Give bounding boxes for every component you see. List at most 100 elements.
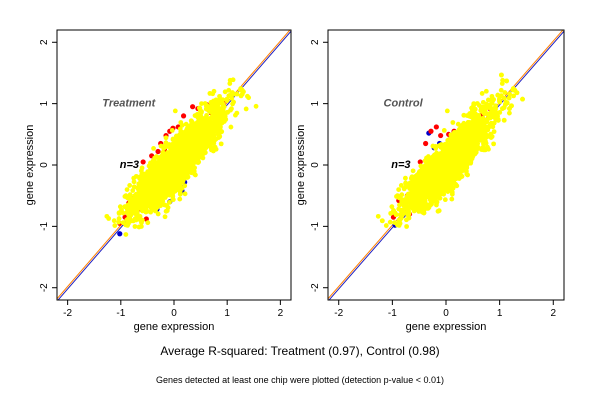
data-point (411, 174, 417, 180)
data-point (497, 109, 503, 115)
data-point (204, 113, 209, 118)
data-point (140, 208, 145, 214)
data-point (154, 183, 160, 189)
data-point (160, 188, 166, 194)
data-point (158, 159, 164, 165)
data-point (398, 183, 404, 188)
x-tick-label: -1 (116, 308, 125, 319)
data-point (400, 212, 405, 218)
data-point (507, 110, 512, 116)
data-point (147, 186, 152, 192)
data-point (177, 196, 183, 202)
data-point (488, 135, 494, 140)
data-point (238, 93, 244, 99)
data-point (191, 136, 197, 142)
data-point (395, 193, 400, 199)
data-point (435, 208, 441, 214)
data-point (178, 167, 184, 172)
data-point (190, 140, 196, 146)
data-point (423, 140, 429, 147)
data-point (120, 220, 126, 226)
x-axis-title: gene expression (134, 321, 215, 333)
data-point (211, 140, 217, 146)
data-point (154, 190, 160, 196)
y-tick-label: -2 (39, 283, 50, 292)
data-point (130, 188, 136, 193)
data-point (196, 145, 202, 151)
data-point (219, 129, 225, 135)
data-point (143, 216, 149, 222)
data-point (145, 220, 151, 226)
data-point (442, 197, 448, 203)
data-point (404, 224, 410, 229)
data-point (178, 120, 184, 125)
data-point (154, 205, 160, 210)
data-point (164, 192, 170, 198)
data-point (199, 151, 205, 157)
data-point (204, 135, 210, 141)
data-point (127, 197, 133, 202)
data-point (127, 183, 133, 188)
data-point (132, 217, 138, 223)
x-tick-label: 1 (224, 308, 230, 319)
data-point (502, 90, 508, 95)
data-point (134, 191, 140, 197)
data-point (504, 78, 510, 84)
data-point (123, 232, 129, 237)
data-point (175, 187, 180, 193)
data-point (199, 109, 204, 114)
data-point (125, 221, 130, 227)
data-point (243, 106, 249, 112)
data-point (198, 133, 204, 139)
data-point (182, 135, 187, 141)
data-point (221, 116, 227, 122)
data-point (511, 93, 517, 99)
data-point (104, 213, 110, 219)
data-point (212, 124, 217, 130)
data-point (375, 213, 381, 219)
data-point (504, 100, 510, 106)
data-point (483, 140, 489, 146)
data-point (171, 164, 177, 170)
data-point (123, 193, 129, 199)
data-point (151, 145, 156, 151)
data-point (450, 120, 456, 125)
plot-area (57, 30, 291, 300)
data-point (489, 93, 495, 99)
data-point (465, 172, 471, 178)
data-point (147, 203, 153, 209)
data-point (135, 186, 141, 192)
data-point (459, 166, 464, 172)
data-point (139, 195, 144, 201)
data-point (131, 175, 137, 181)
data-point (449, 196, 455, 202)
data-point (202, 147, 207, 152)
data-point (389, 204, 395, 210)
data-point (155, 211, 161, 217)
data-point (184, 155, 190, 161)
data-point (132, 224, 138, 229)
data-point (147, 169, 153, 175)
data-point (160, 195, 166, 201)
data-point (465, 119, 471, 125)
data-point (514, 90, 520, 96)
data-point (193, 159, 198, 165)
data-point (383, 223, 389, 228)
y-tick-label: 2 (39, 39, 50, 45)
data-point (169, 151, 175, 157)
data-point (245, 93, 250, 99)
data-point (210, 108, 216, 114)
data-point (187, 168, 193, 174)
data-point (138, 224, 144, 229)
data-point (219, 110, 225, 116)
data-point (224, 96, 230, 102)
data-point (163, 208, 169, 214)
data-point (491, 141, 497, 147)
data-point (507, 91, 512, 97)
data-point (116, 216, 122, 221)
data-point (139, 181, 145, 187)
data-point (170, 197, 176, 203)
data-point (157, 166, 162, 172)
data-point (407, 183, 412, 188)
